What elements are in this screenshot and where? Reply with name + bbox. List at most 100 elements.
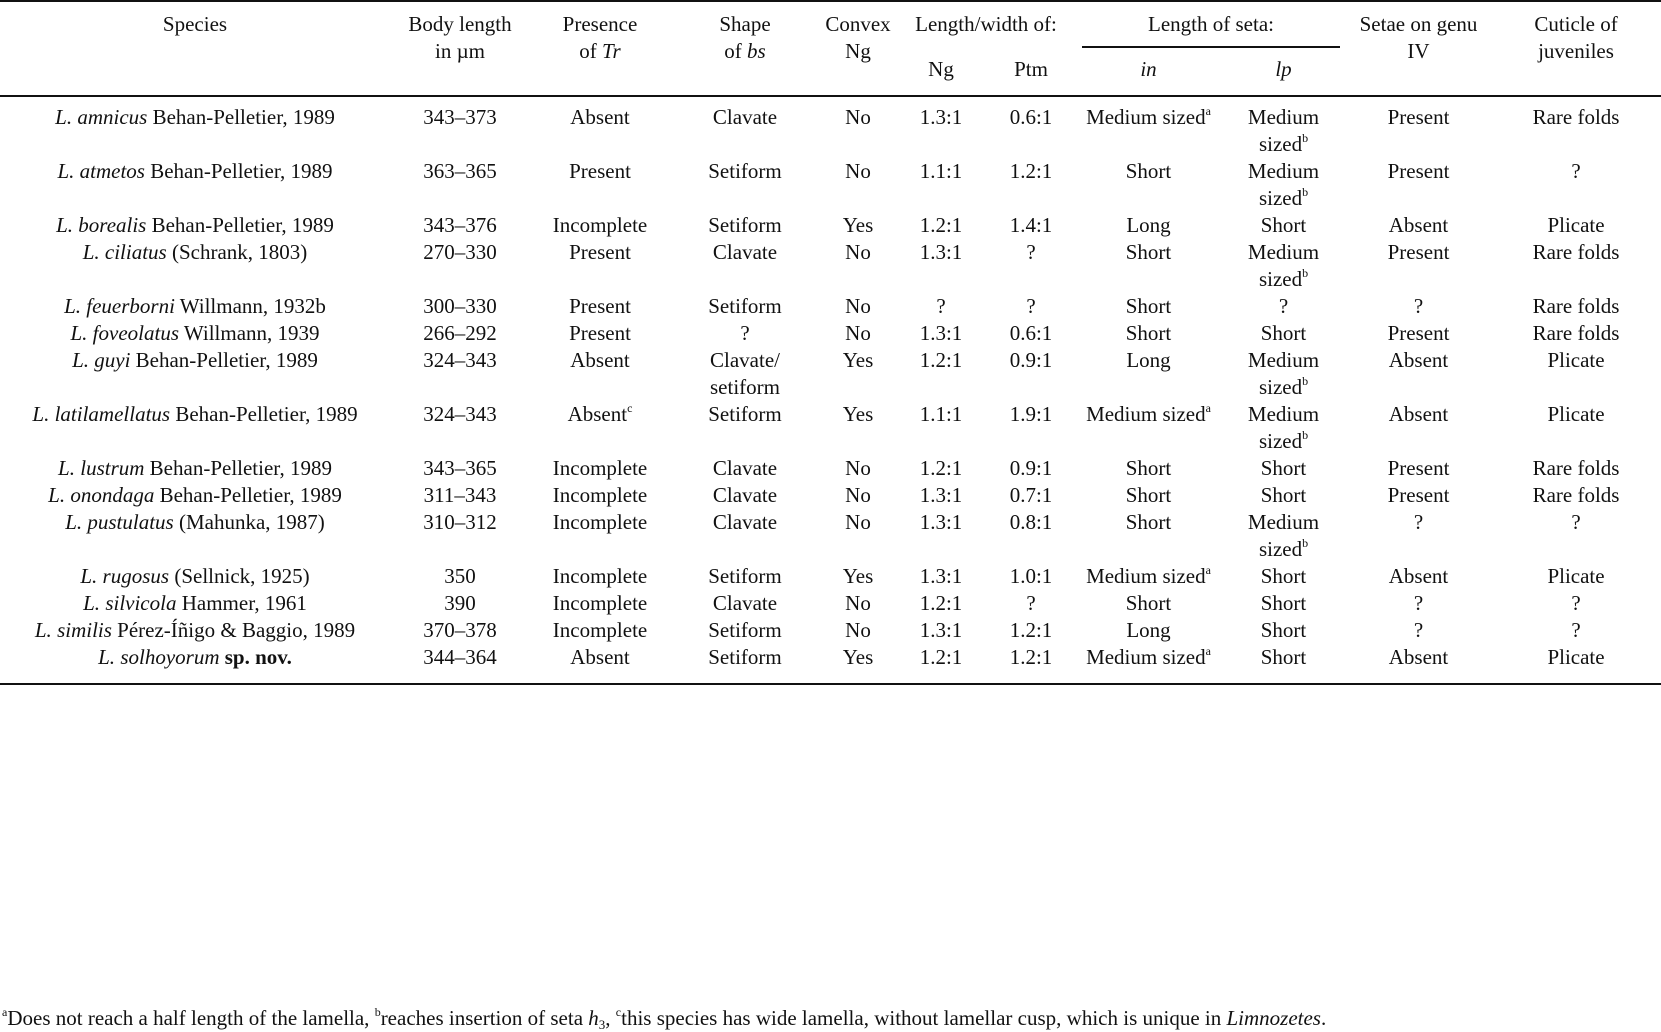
table-row: L. borealis Behan-Pelletier, 1989 343–376… xyxy=(0,212,1661,239)
seta-lp-cell: Medium sizedb xyxy=(1247,510,1320,561)
header-seta-in: in xyxy=(1140,57,1157,81)
seta-in-cell: Short xyxy=(1125,321,1172,345)
presence-tr-cell: Incomplete xyxy=(552,483,648,507)
convex-ng-cell: Yes xyxy=(842,564,874,588)
body-length-cell: 266–292 xyxy=(423,321,497,345)
ng-ratio-cell: 1.2:1 xyxy=(919,456,963,480)
species-cell: L. ciliatus (Schrank, 1803) xyxy=(82,240,308,264)
cuticle-cell: Rare folds xyxy=(1532,240,1620,264)
setae-genu-cell: ? xyxy=(1413,618,1424,642)
presence-tr-cell: Absentc xyxy=(567,401,633,426)
shape-bs-cell: Setiform xyxy=(708,645,782,669)
table-row: L. amnicus Behan-Pelletier, 1989 343–373 A… xyxy=(0,96,1661,158)
header-presence-tr: Presence of Tr xyxy=(562,12,638,63)
body-length-cell: 300–330 xyxy=(423,294,497,318)
convex-ng-cell: No xyxy=(845,618,871,642)
table-body: L. amnicus Behan-Pelletier, 1989 343–373 A… xyxy=(0,96,1661,684)
seta-in-cell: Medium sizeda xyxy=(1086,104,1211,129)
cuticle-cell: Plicate xyxy=(1547,213,1605,237)
seta-lp-cell: Short xyxy=(1260,213,1307,237)
species-cell: L. similis Pérez-Íñigo & Baggio, 1989 xyxy=(34,618,356,642)
header-shape-bs: Shape of bs xyxy=(719,12,771,63)
body-length-cell: 344–364 xyxy=(423,645,497,669)
table-row: L. latilamellatus Behan-Pelletier, 1989 3… xyxy=(0,401,1661,455)
cuticle-cell: Rare folds xyxy=(1532,105,1620,129)
table-footnote: aDoes not reach a half length of the lam… xyxy=(2,1005,1327,1032)
ng-ratio-cell: 1.3:1 xyxy=(919,483,963,507)
setae-genu-cell: ? xyxy=(1413,591,1424,615)
table-row: L. similis Pérez-Íñigo & Baggio, 1989 370… xyxy=(0,617,1661,644)
ptm-ratio-cell: 0.6:1 xyxy=(1009,321,1053,345)
ng-ratio-cell: 1.1:1 xyxy=(919,159,963,183)
body-length-cell: 343–365 xyxy=(423,456,497,480)
ptm-ratio-cell: ? xyxy=(1026,294,1036,318)
presence-tr-cell: Present xyxy=(569,240,631,264)
seta-in-cell: Short xyxy=(1125,159,1172,183)
convex-ng-cell: No xyxy=(845,483,871,507)
ptm-ratio-cell: 0.7:1 xyxy=(1009,483,1053,507)
ng-ratio-cell: 1.2:1 xyxy=(919,213,963,237)
shape-bs-cell: Clavate xyxy=(712,456,778,480)
setae-genu-cell: Absent xyxy=(1388,645,1449,669)
convex-ng-cell: No xyxy=(845,105,871,129)
presence-tr-cell: Absent xyxy=(570,645,630,669)
species-cell: L. latilamellatus Behan-Pelletier, 1989 xyxy=(32,402,358,426)
presence-tr-cell: Absent xyxy=(570,348,630,372)
body-length-cell: 311–343 xyxy=(423,483,497,507)
ptm-ratio-cell: 1.2:1 xyxy=(1009,618,1053,642)
convex-ng-cell: Yes xyxy=(842,402,874,426)
ptm-ratio-cell: 0.9:1 xyxy=(1009,348,1053,372)
table-row: L. solhoyorum sp. nov. 344–364 Absent Setif… xyxy=(0,644,1661,684)
header-ng: Ng xyxy=(928,57,954,81)
convex-ng-cell: No xyxy=(845,456,871,480)
shape-bs-cell: Clavate xyxy=(712,105,778,129)
cuticle-cell: Rare folds xyxy=(1532,483,1620,507)
convex-ng-cell: No xyxy=(845,591,871,615)
table-row: L. ciliatus (Schrank, 1803) 270–330 Presen… xyxy=(0,239,1661,293)
convex-ng-cell: No xyxy=(845,321,871,345)
shape-bs-cell: Clavate xyxy=(712,591,778,615)
ng-ratio-cell: 1.1:1 xyxy=(919,402,963,426)
setae-genu-cell: Present xyxy=(1387,240,1450,264)
seta-in-cell: Long xyxy=(1126,348,1171,372)
cuticle-cell: ? xyxy=(1571,618,1581,642)
presence-tr-cell: Incomplete xyxy=(552,510,648,534)
seta-lp-cell: Short xyxy=(1260,645,1307,669)
ptm-ratio-cell: ? xyxy=(1026,591,1036,615)
cuticle-cell: Plicate xyxy=(1547,645,1605,669)
setae-genu-cell: Present xyxy=(1387,321,1450,345)
seta-lp-cell: Short xyxy=(1260,483,1307,507)
species-comparison-table: Species Body length in µm Presence of Tr… xyxy=(0,1,1661,684)
ng-ratio-cell: 1.2:1 xyxy=(919,591,963,615)
species-cell: L. lustrum Behan-Pelletier, 1989 xyxy=(58,456,332,480)
seta-in-cell: Short xyxy=(1125,240,1172,264)
header-cuticle: Cuticle of juveniles xyxy=(1534,12,1618,63)
species-cell: L. feuerborni Willmann, 1932b xyxy=(64,294,326,318)
seta-lp-cell: ? xyxy=(1278,294,1289,318)
header-seta-lp: lp xyxy=(1275,57,1292,81)
species-cell: L. onondaga Behan-Pelletier, 1989 xyxy=(48,483,342,507)
table-row: L. feuerborni Willmann, 1932b 300–330 Pres… xyxy=(0,293,1661,320)
seta-in-cell: Short xyxy=(1125,294,1172,318)
presence-tr-cell: Present xyxy=(569,159,631,183)
shape-bs-cell: Setiform xyxy=(708,294,782,318)
ptm-ratio-cell: 1.2:1 xyxy=(1009,645,1053,669)
seta-in-cell: Short xyxy=(1125,483,1172,507)
seta-lp-cell: Short xyxy=(1260,564,1307,588)
header-setae-genu: Setae on genu IV xyxy=(1359,12,1478,63)
table-row: L. lustrum Behan-Pelletier, 1989 343–365 I… xyxy=(0,455,1661,482)
seta-lp-cell: Medium sizedb xyxy=(1247,240,1320,291)
ptm-ratio-cell: 1.4:1 xyxy=(1009,213,1053,237)
presence-tr-cell: Incomplete xyxy=(552,564,648,588)
seta-lp-cell: Medium sizedb xyxy=(1247,159,1320,210)
body-length-cell: 310–312 xyxy=(423,510,497,534)
species-cell: L. pustulatus (Mahunka, 1987) xyxy=(65,510,325,534)
ng-ratio-cell: 1.3:1 xyxy=(919,240,963,264)
cuticle-cell: Plicate xyxy=(1547,402,1605,426)
cuticle-cell: Rare folds xyxy=(1532,321,1620,345)
setae-genu-cell: Absent xyxy=(1388,402,1449,426)
presence-tr-cell: Absent xyxy=(570,105,630,129)
species-cell: L. solhoyorum sp. nov. xyxy=(98,645,292,669)
presence-tr-cell: Incomplete xyxy=(552,456,648,480)
